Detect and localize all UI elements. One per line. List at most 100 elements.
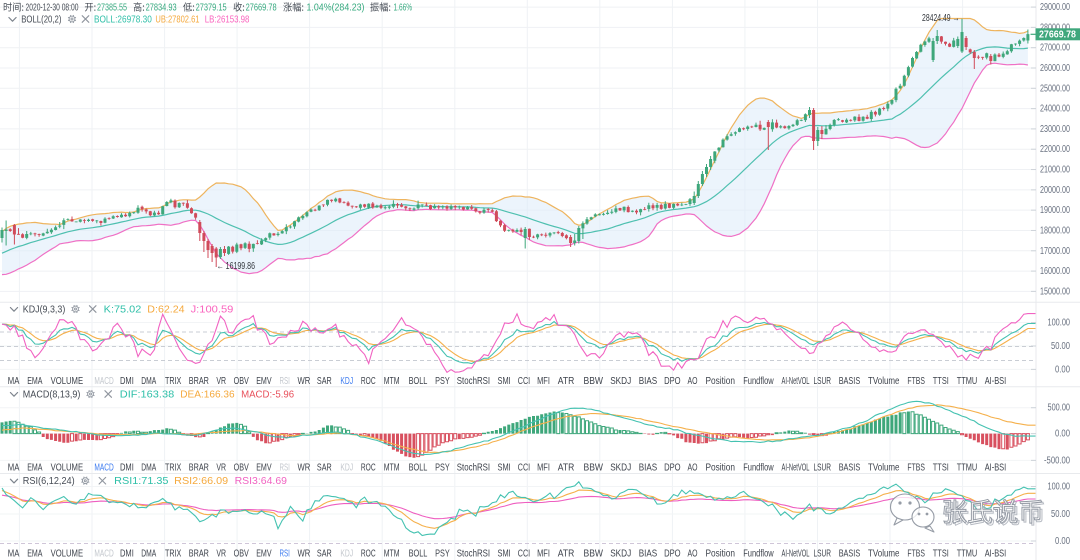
svg-text:BRAR: BRAR — [189, 549, 209, 560]
svg-text:16000.00: 16000.00 — [1040, 266, 1070, 277]
svg-text:MTM: MTM — [384, 463, 400, 474]
svg-text:SAR: SAR — [317, 376, 332, 387]
svg-text:BBW: BBW — [584, 376, 604, 387]
svg-text:29000.00: 29000.00 — [1040, 2, 1070, 13]
svg-text:21000.00: 21000.00 — [1040, 165, 1070, 176]
svg-text:CCI: CCI — [518, 463, 530, 474]
svg-text:Fundflow: Fundflow — [743, 376, 774, 387]
svg-text:TTMU: TTMU — [957, 549, 978, 560]
svg-text:SKDJ: SKDJ — [610, 549, 631, 560]
svg-text:WR: WR — [298, 376, 311, 387]
svg-text:KDJ(9,3,3): KDJ(9,3,3) — [23, 304, 66, 316]
svg-text:MFI: MFI — [537, 463, 550, 474]
svg-text:DPO: DPO — [664, 463, 681, 474]
svg-text:50.00: 50.00 — [1051, 509, 1070, 520]
svg-text:24000.00: 24000.00 — [1040, 104, 1070, 115]
svg-text:500.00: 500.00 — [1048, 403, 1071, 414]
svg-text:MTM: MTM — [384, 376, 400, 387]
svg-text:LSUR: LSUR — [814, 376, 832, 387]
svg-text:ATR: ATR — [558, 463, 575, 474]
svg-text:MTM: MTM — [384, 549, 400, 560]
svg-text:RSI3:64.69: RSI3:64.69 — [235, 475, 288, 487]
svg-text:DMA: DMA — [141, 376, 156, 387]
svg-text:VR: VR — [216, 376, 226, 387]
svg-text:MACD:-5.96: MACD:-5.96 — [241, 389, 294, 401]
svg-text:SKDJ: SKDJ — [610, 463, 631, 474]
svg-text:BOLL: BOLL — [409, 549, 428, 560]
svg-text:AI-NetVOL: AI-NetVOL — [782, 549, 810, 560]
svg-text:FTBS: FTBS — [907, 463, 925, 474]
svg-text:SAR: SAR — [317, 549, 332, 560]
svg-text:BOLL(20,2): BOLL(20,2) — [21, 13, 61, 25]
svg-text:27669.78: 27669.78 — [246, 2, 277, 14]
svg-text:AI-BSI: AI-BSI — [985, 463, 1007, 474]
svg-text:RSI2:66.09: RSI2:66.09 — [174, 475, 228, 487]
svg-text:DEA:166.36: DEA:166.36 — [180, 389, 235, 401]
svg-text:J:100.59: J:100.59 — [191, 304, 234, 316]
svg-text:18000.00: 18000.00 — [1040, 225, 1070, 236]
svg-text:Position: Position — [706, 376, 736, 387]
svg-text:EMA: EMA — [27, 549, 42, 560]
svg-text:BIAS: BIAS — [639, 463, 658, 474]
svg-text:26000.00: 26000.00 — [1040, 63, 1070, 74]
svg-text:0.00: 0.00 — [1055, 364, 1070, 375]
svg-text:AI-NetVOL: AI-NetVOL — [782, 463, 810, 474]
svg-text:DMA: DMA — [141, 463, 156, 474]
svg-text:TRIX: TRIX — [165, 549, 181, 560]
svg-text:DMI: DMI — [120, 376, 134, 387]
svg-text:VR: VR — [216, 463, 226, 474]
svg-text:BASIS: BASIS — [839, 549, 861, 560]
svg-text:17000.00: 17000.00 — [1040, 246, 1070, 257]
svg-text:StochRSI: StochRSI — [457, 376, 490, 387]
svg-text:K:75.02: K:75.02 — [104, 304, 142, 316]
svg-text:Fundflow: Fundflow — [743, 549, 774, 560]
svg-text:TTMU: TTMU — [957, 463, 978, 474]
svg-text:1.66%: 1.66% — [394, 2, 413, 14]
svg-text:BBW: BBW — [584, 463, 604, 474]
svg-text:PSY: PSY — [435, 549, 450, 560]
svg-text:AI-BSI: AI-BSI — [985, 376, 1007, 387]
svg-text:LSUR: LSUR — [814, 549, 832, 560]
svg-text:TTSI: TTSI — [933, 376, 949, 387]
svg-text:MACD(8,13,9): MACD(8,13,9) — [23, 389, 81, 401]
svg-text:LB:26153.98: LB:26153.98 — [205, 13, 250, 25]
svg-text:TTSI: TTSI — [933, 463, 949, 474]
svg-text:DPO: DPO — [664, 376, 681, 387]
svg-text:DIF:163.38: DIF:163.38 — [120, 389, 175, 401]
svg-text:OBV: OBV — [234, 549, 249, 560]
svg-text:SAR: SAR — [317, 463, 332, 474]
svg-text:KDJ: KDJ — [340, 376, 353, 387]
svg-text:BRAR: BRAR — [189, 463, 209, 474]
svg-text:BOLL: BOLL — [409, 376, 428, 387]
svg-text:AI-BSI: AI-BSI — [985, 549, 1007, 560]
svg-text:RSI(6,12,24): RSI(6,12,24) — [23, 475, 75, 487]
svg-text:22000.00: 22000.00 — [1040, 144, 1070, 155]
svg-text:TVolume: TVolume — [868, 549, 900, 560]
svg-text:EMV: EMV — [256, 463, 271, 474]
svg-text:100.00: 100.00 — [1048, 482, 1071, 493]
svg-text:20000.00: 20000.00 — [1040, 185, 1070, 196]
svg-text:OBV: OBV — [234, 376, 249, 387]
svg-text:15000.00: 15000.00 — [1040, 286, 1070, 297]
svg-text:FTBS: FTBS — [907, 376, 925, 387]
svg-text:OBV: OBV — [234, 463, 249, 474]
svg-text:AO: AO — [688, 463, 698, 474]
svg-text:StochRSI: StochRSI — [457, 549, 490, 560]
svg-text:23000.00: 23000.00 — [1040, 124, 1070, 135]
svg-text:ROC: ROC — [361, 463, 376, 474]
svg-text:ROC: ROC — [361, 376, 376, 387]
svg-text:25000.00: 25000.00 — [1040, 83, 1070, 94]
svg-text:D:62.24: D:62.24 — [147, 304, 184, 316]
svg-text:DMA: DMA — [141, 549, 156, 560]
svg-text:PSY: PSY — [435, 463, 450, 474]
svg-text:MACD: MACD — [94, 463, 113, 474]
svg-text:SMI: SMI — [498, 376, 511, 387]
svg-text:50.00: 50.00 — [1051, 341, 1070, 352]
svg-text:28000.00: 28000.00 — [1040, 22, 1070, 33]
svg-text:MACD: MACD — [94, 376, 113, 387]
svg-text:Fundflow: Fundflow — [743, 463, 774, 474]
svg-text:DPO: DPO — [664, 549, 681, 560]
svg-text:MA: MA — [8, 463, 20, 474]
svg-text:RSI: RSI — [280, 463, 290, 474]
svg-text:TRIX: TRIX — [165, 376, 181, 387]
